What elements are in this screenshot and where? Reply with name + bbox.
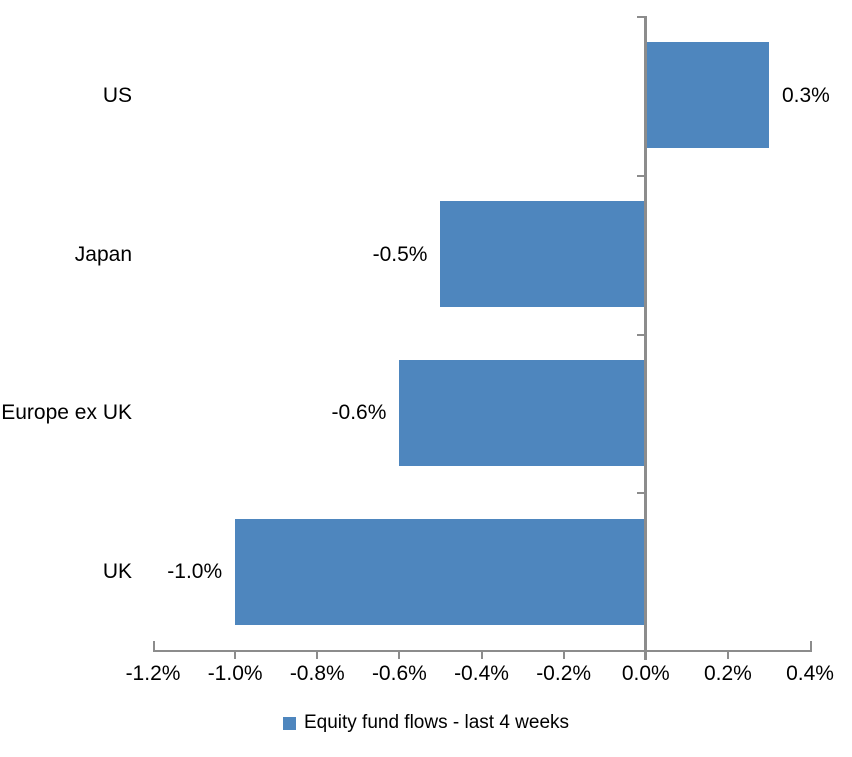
x-axis-tick bbox=[234, 652, 237, 659]
x-tick-label: -1.0% bbox=[207, 662, 263, 685]
x-axis-end-cap bbox=[810, 641, 812, 650]
bar-japan bbox=[440, 201, 646, 308]
x-tick-label: 0.4% bbox=[786, 662, 834, 685]
x-tick-label: -1.2% bbox=[125, 662, 181, 685]
bar-europe-ex-uk bbox=[399, 359, 646, 466]
x-axis-tick bbox=[644, 652, 647, 659]
x-axis-tick bbox=[562, 652, 565, 659]
x-tick-label: -0.8% bbox=[289, 662, 345, 685]
legend-marker-icon bbox=[282, 716, 296, 730]
x-axis-tick bbox=[726, 652, 729, 659]
y-axis-tick bbox=[637, 174, 645, 177]
x-tick-label: -0.4% bbox=[454, 662, 509, 685]
bar-uk bbox=[235, 518, 646, 625]
data-label: -1.0% bbox=[167, 560, 223, 584]
y-axis-tick bbox=[637, 492, 645, 495]
category-label: Japan bbox=[74, 242, 132, 266]
x-tick-label: 0.0% bbox=[621, 662, 670, 685]
x-axis-line bbox=[153, 650, 812, 652]
x-axis-tick bbox=[480, 652, 483, 659]
x-axis-end-cap bbox=[153, 641, 155, 650]
category-label: UK bbox=[102, 560, 132, 584]
data-label: -0.6% bbox=[331, 401, 387, 425]
legend: Equity fund flows - last 4 weeks bbox=[0, 712, 852, 734]
category-label: US bbox=[102, 83, 132, 107]
x-tick-label: -0.6% bbox=[371, 662, 427, 685]
data-label: -0.5% bbox=[372, 242, 428, 266]
data-label: 0.3% bbox=[781, 83, 830, 107]
category-label: Europe ex UK bbox=[1, 401, 132, 425]
zero-line bbox=[644, 16, 648, 660]
x-tick-label: 0.2% bbox=[703, 662, 752, 685]
y-axis-tick bbox=[637, 333, 645, 336]
x-axis-tick bbox=[316, 652, 319, 659]
legend-label: Equity fund flows - last 4 weeks bbox=[303, 712, 570, 733]
y-axis-tick bbox=[637, 16, 645, 18]
bar-us bbox=[645, 42, 769, 149]
x-tick-label: -0.2% bbox=[536, 662, 592, 685]
x-axis-tick bbox=[398, 652, 401, 659]
